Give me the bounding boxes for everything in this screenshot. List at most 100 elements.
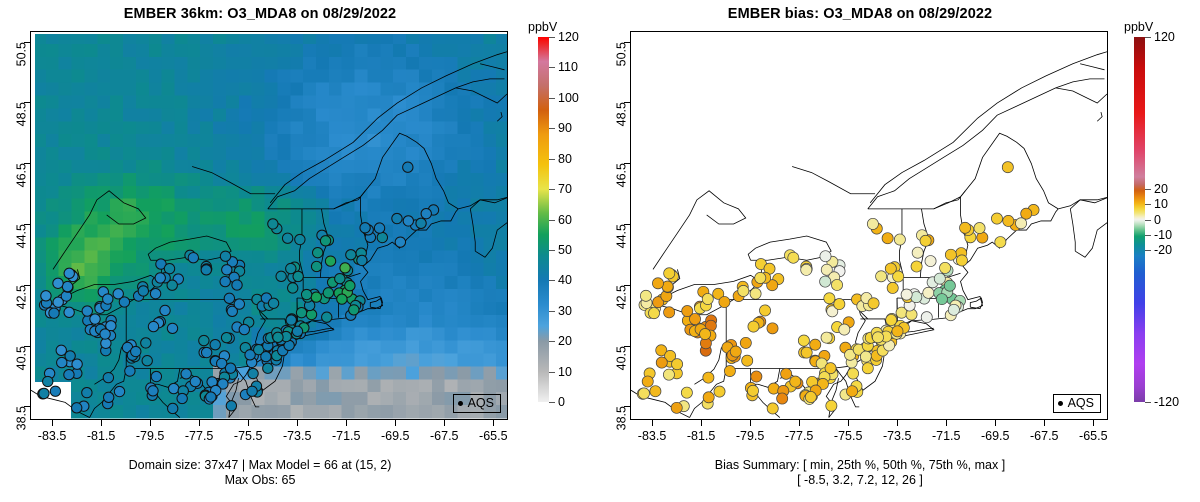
raster-cell [418,405,433,419]
raster-cell [187,147,201,161]
raster-cell [148,340,162,354]
y-tick-label: 40.5 [14,345,28,370]
colorbar-tick [549,402,555,403]
station-marker [147,385,159,397]
y-tick [24,284,30,286]
raster-cell [32,56,47,70]
raster-cell [32,263,47,277]
x-tick [995,420,997,426]
raster-cell [161,172,175,187]
raster-cell [84,198,98,212]
raster-cell [71,327,85,341]
raster-cell [225,340,240,354]
raster-cell [110,160,124,174]
raster-cell [328,32,343,45]
station-marker [219,250,232,262]
colorbar-tick-label: 120 [1154,30,1175,44]
raster-cell [341,95,355,109]
raster-cell [303,405,317,419]
station-marker [168,382,180,395]
raster-cell [58,327,72,341]
raster-cell [457,353,471,367]
station-marker [789,375,802,388]
raster-cell [251,198,265,212]
station-marker [664,350,677,362]
raster-cell [341,108,355,122]
raster-cell [84,276,98,290]
raster-cell [97,43,111,58]
raster-cell [444,69,458,83]
raster-cell [483,43,497,58]
raster-cell [225,95,240,109]
raster-cell [148,160,162,174]
raster-cell [277,160,291,174]
raster-cell [444,121,458,135]
station-marker [61,280,74,293]
raster-cell [457,160,471,174]
station-marker [776,392,789,405]
raster-cell [148,224,162,238]
raster-cell [367,198,381,212]
raster-cell [354,95,368,109]
y-tick-label: 48.5 [614,102,628,127]
raster-cell [135,366,150,380]
raster-cell [496,276,507,290]
raster-cell [457,276,471,290]
station-marker [167,402,179,415]
raster-cell [483,392,497,406]
raster-cell [174,353,188,367]
raster-cell [418,392,433,406]
raster-cell [84,289,98,303]
map-outline [750,368,781,388]
raster-cell [97,134,111,148]
x-tick-label: -65.5 [479,429,508,443]
raster-cell [161,82,175,96]
raster-cell [470,198,484,212]
station-marker [373,222,386,234]
raster-cell [354,392,368,406]
station-marker [844,348,857,361]
station-marker [866,217,879,230]
raster-cell [380,147,394,161]
raster-cell [187,185,201,199]
raster-cell [32,43,47,58]
raster-cell [406,198,420,212]
raster-cell [418,276,433,290]
x-tick-label: -79.5 [735,429,765,443]
raster-cell [187,43,201,58]
station-marker [749,287,762,300]
raster-cell [251,327,265,341]
raster-cell [32,327,47,341]
raster-cell [457,301,471,316]
station-marker [231,279,243,291]
map-outline [496,111,503,122]
raster-cell [393,108,407,122]
raster-cell [303,108,317,122]
raster-cell [444,314,458,328]
raster-cell [393,69,407,83]
raster-cell [225,108,240,122]
station-marker [702,371,715,384]
raster-cell [290,250,304,264]
station-marker [944,248,957,261]
raster-cell [431,314,445,328]
raster-cell [45,134,59,148]
raster-cell [135,172,150,187]
colorbar-tick-label: 100 [558,90,579,105]
raster-cell [290,108,304,122]
raster-cell [45,82,59,96]
raster-cell [84,69,98,83]
raster-cell [444,353,458,367]
station-marker [800,346,813,359]
raster-cell [45,160,59,174]
raster-cell [238,56,252,70]
colorbar-tick [1145,37,1151,38]
raster-cell [444,82,458,96]
y-tick [24,406,30,408]
raster-cell [187,32,201,45]
station-marker [217,378,229,390]
station-marker [267,297,280,309]
raster-cell [32,121,47,135]
station-marker [884,262,897,275]
map-outline [480,63,505,71]
